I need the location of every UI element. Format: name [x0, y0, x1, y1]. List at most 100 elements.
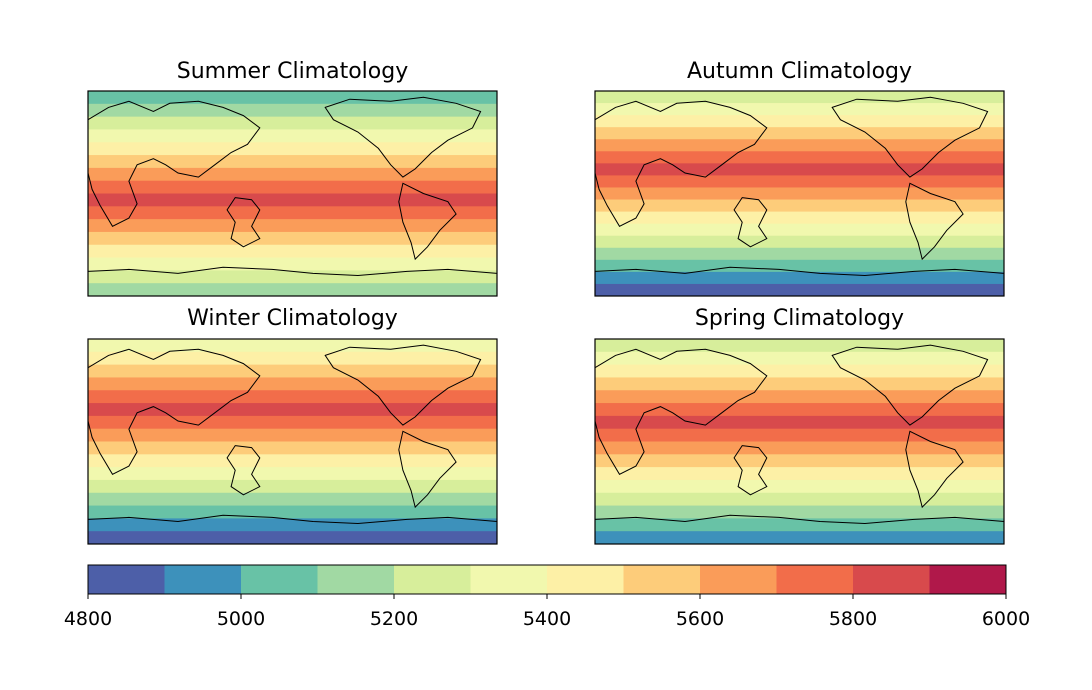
- contour-band: [88, 492, 497, 507]
- colorbar-tick-label: 5400: [523, 608, 571, 630]
- contour-band: [595, 283, 1004, 296]
- colorbar-segment: [929, 565, 1007, 594]
- coastlines: [595, 344, 1004, 525]
- map-panel-summer: Summer Climatology: [87, 59, 498, 297]
- contour-band: [595, 454, 1004, 468]
- contour-band: [595, 351, 1004, 366]
- contour-band: [595, 127, 1004, 140]
- contour-band: [595, 163, 1004, 177]
- contour-band: [88, 231, 497, 246]
- contour-band: [88, 206, 497, 220]
- panels: Summer Climatology Autumn Climatology Wint…: [87, 59, 1005, 545]
- contour-band: [595, 364, 1004, 379]
- coastline: [398, 430, 457, 509]
- colorbar-segment: [470, 565, 548, 594]
- coastline: [324, 344, 482, 426]
- contour-band: [88, 428, 497, 443]
- coastline: [831, 96, 989, 178]
- contour-band: [595, 531, 1004, 544]
- contour-band: [595, 139, 1004, 152]
- colorbar-segment: [547, 565, 624, 594]
- contour-field: [595, 91, 1004, 296]
- panel-title: Winter Climatology: [187, 306, 398, 331]
- coastline: [595, 266, 1004, 277]
- coastline: [226, 445, 261, 496]
- colorbar-segment: [776, 565, 854, 594]
- map-frame: [87, 90, 498, 297]
- contour-band: [88, 390, 497, 404]
- contour-band: [88, 193, 497, 207]
- colorbar-tick-label: 5000: [217, 608, 265, 630]
- map-panel-winter: Winter Climatology: [87, 306, 498, 545]
- colorbar-segment: [241, 565, 318, 594]
- contour-band: [88, 129, 497, 143]
- contour-band: [595, 479, 1004, 494]
- contour-band: [88, 441, 497, 455]
- contour-band: [595, 390, 1004, 404]
- contour-band: [88, 91, 497, 105]
- colorbar-segment: [317, 565, 395, 594]
- contour-band: [595, 377, 1004, 391]
- contour-band: [595, 505, 1004, 519]
- coastline: [324, 96, 482, 178]
- contour-band: [88, 270, 497, 284]
- colorbar: 4800 5000 5200 5400 5600 5800 6000: [64, 564, 1030, 630]
- colorbar-tick-label: 5200: [370, 608, 418, 630]
- coastline: [595, 514, 1004, 525]
- coastlines: [88, 96, 497, 277]
- coastline: [398, 182, 457, 261]
- coastline: [733, 445, 768, 496]
- map-frame: [87, 338, 498, 545]
- map-panel-spring: Spring Climatology: [594, 306, 1005, 545]
- colorbar-segment: [853, 565, 930, 594]
- contour-field: [88, 339, 497, 544]
- map-panel-autumn: Autumn Climatology: [594, 59, 1005, 297]
- colorbar-segment: [700, 565, 777, 594]
- contour-band: [88, 103, 497, 118]
- contour-band: [88, 167, 497, 182]
- contour-band: [88, 377, 497, 391]
- contour-band: [595, 91, 1004, 104]
- contour-band: [595, 441, 1004, 455]
- map-frame: [594, 90, 1005, 297]
- coastline: [905, 430, 964, 509]
- colorbar-tick-label: 5600: [676, 608, 724, 630]
- coastline: [905, 182, 964, 261]
- contour-band: [595, 103, 1004, 116]
- contour-band: [88, 518, 497, 532]
- coastline: [831, 344, 989, 426]
- contour-band: [88, 116, 497, 131]
- contour-band: [88, 531, 497, 544]
- coastline: [88, 348, 261, 475]
- contour-band: [88, 155, 497, 169]
- contour-band: [88, 142, 497, 156]
- contour-band: [595, 199, 1004, 213]
- contour-band: [88, 415, 497, 430]
- contour-band: [595, 467, 1004, 481]
- contour-band: [88, 364, 497, 379]
- contour-band: [88, 257, 497, 271]
- contour-band: [88, 479, 497, 494]
- contour-band: [595, 492, 1004, 507]
- contour-band: [88, 283, 497, 296]
- colorbar-segment: [164, 565, 242, 594]
- contour-band: [595, 518, 1004, 532]
- contour-band: [88, 180, 497, 195]
- contour-band: [595, 247, 1004, 261]
- panel-title: Autumn Climatology: [687, 59, 912, 84]
- contour-band: [595, 428, 1004, 443]
- panel-title: Summer Climatology: [177, 59, 408, 84]
- contour-band: [595, 187, 1004, 201]
- colorbar-tick-label: 5800: [829, 608, 877, 630]
- contour-band: [88, 505, 497, 519]
- colorbar-tick-label: 6000: [982, 608, 1030, 630]
- coastline: [595, 348, 768, 475]
- contour-band: [595, 223, 1004, 237]
- coastline: [88, 266, 497, 277]
- coastlines: [88, 344, 497, 525]
- colorbar-segment: [623, 565, 701, 594]
- coastline: [733, 197, 768, 248]
- panel-title: Spring Climatology: [695, 306, 904, 331]
- contour-band: [595, 259, 1004, 273]
